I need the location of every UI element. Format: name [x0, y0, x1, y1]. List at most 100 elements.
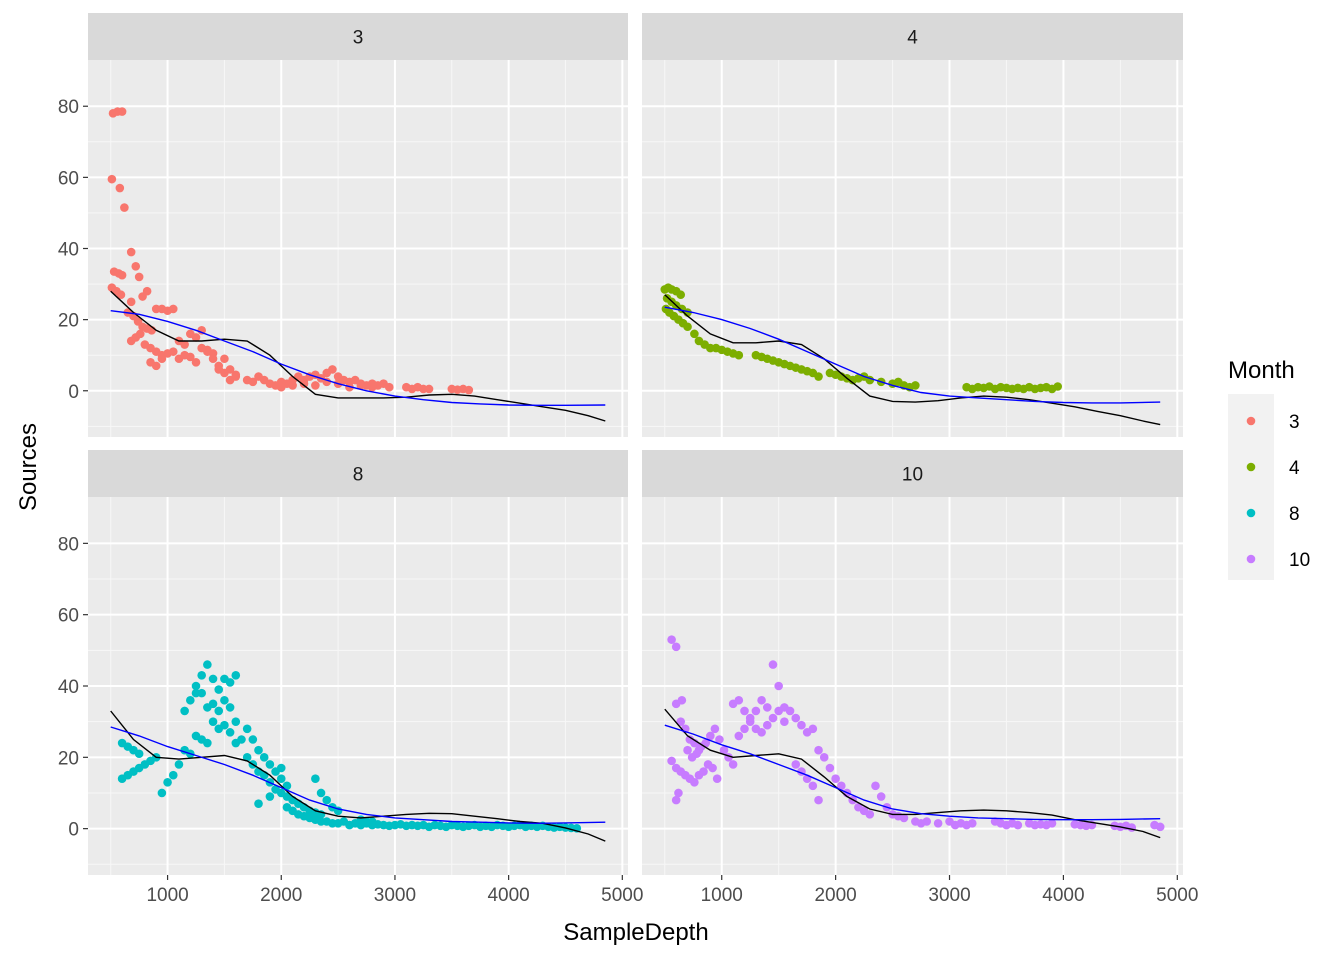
x-tick-label: 2000 [260, 885, 302, 906]
data-point [831, 774, 840, 784]
data-point [197, 688, 206, 698]
y-tick-label: 0 [68, 820, 79, 841]
data-point [203, 660, 212, 669]
data-point [107, 174, 117, 184]
data-point [683, 322, 692, 332]
data-point [819, 753, 829, 762]
trend-fit-line [664, 724, 1161, 821]
legend-entries: 3 4 8 10 [1246, 412, 1310, 571]
data-point [837, 781, 846, 791]
data-point [254, 799, 263, 808]
y-tick-label: 80 [58, 534, 79, 555]
data-point [203, 345, 212, 355]
data-point [899, 813, 909, 823]
legend-key [1246, 462, 1256, 472]
x-tick-label: 2000 [814, 885, 856, 906]
y-tick-label: 40 [58, 677, 79, 698]
data-point [126, 247, 136, 257]
data-point [248, 377, 258, 387]
data-point [719, 745, 729, 755]
data-point [220, 368, 229, 378]
facet-strip-label: 10 [902, 465, 923, 486]
data-point [288, 381, 297, 390]
data-point [231, 671, 241, 680]
data-point [768, 713, 778, 723]
data-point [699, 767, 708, 776]
facet-strip [88, 450, 628, 497]
data-point [282, 781, 292, 791]
data-point [740, 706, 749, 716]
data-point [311, 381, 320, 390]
data-point [797, 720, 806, 730]
data-point [157, 354, 167, 364]
data-point [424, 384, 434, 394]
data-point [876, 792, 886, 801]
data-point [762, 703, 772, 712]
x-tick-label: 4000 [487, 885, 529, 906]
data-point [214, 706, 224, 716]
data-point [322, 795, 332, 805]
data-point [120, 203, 129, 212]
data-points [667, 635, 1165, 832]
data-point [191, 333, 201, 342]
x-tick-label: 1000 [701, 885, 743, 906]
data-point [197, 671, 206, 680]
data-point [191, 358, 201, 367]
facet-panel-3: 3 0 20 40 60 80 [58, 13, 628, 437]
y-tick-label: 0 [68, 382, 79, 403]
facet-strip [642, 450, 1183, 497]
data-point [757, 695, 766, 705]
data-point [248, 735, 258, 744]
legend-entry-8: 8 [1246, 504, 1300, 525]
data-point [710, 724, 720, 734]
data-point [180, 340, 189, 349]
facet-strip-label: 4 [907, 28, 918, 49]
data-point [768, 660, 778, 669]
legend-label: 8 [1289, 504, 1300, 525]
legend-key [1246, 554, 1256, 564]
data-point [922, 817, 932, 826]
data-point [933, 818, 943, 828]
data-point [191, 681, 201, 691]
legend-label: 3 [1289, 412, 1300, 433]
data-point [259, 753, 269, 762]
data-point [715, 735, 724, 744]
data-point [1053, 382, 1063, 391]
data-point [780, 717, 789, 726]
data-point [865, 810, 875, 819]
legend-key [1246, 416, 1256, 426]
data-point [671, 642, 681, 652]
data-point [791, 760, 801, 769]
data-point [791, 713, 801, 723]
data-point [671, 699, 681, 709]
data-point [667, 635, 676, 644]
data-point [734, 695, 744, 705]
data-point [808, 781, 818, 791]
x-tick-label: 4000 [1042, 885, 1084, 906]
legend-entry-3: 3 [1246, 412, 1300, 433]
data-point [356, 381, 366, 390]
data-point [464, 385, 474, 395]
legend-title: Month [1228, 357, 1295, 384]
data-point [265, 760, 275, 769]
data-point [220, 720, 229, 730]
data-point [220, 354, 229, 364]
x-tick-label: 5000 [601, 885, 643, 906]
legend-entry-10: 10 [1246, 550, 1310, 571]
y-axis-title: Sources [15, 423, 42, 511]
data-point [1047, 818, 1057, 828]
smooth-fit-line [110, 710, 606, 842]
data-point [135, 329, 145, 339]
y-tick-label: 20 [58, 311, 79, 332]
data-point [676, 717, 686, 726]
data-point [225, 375, 235, 385]
x-tick-label: 3000 [928, 885, 970, 906]
legend-label: 10 [1289, 550, 1310, 571]
data-point [157, 788, 167, 798]
data-point [214, 685, 224, 694]
data-point [168, 347, 178, 356]
data-point [225, 728, 235, 737]
data-point [728, 760, 738, 769]
